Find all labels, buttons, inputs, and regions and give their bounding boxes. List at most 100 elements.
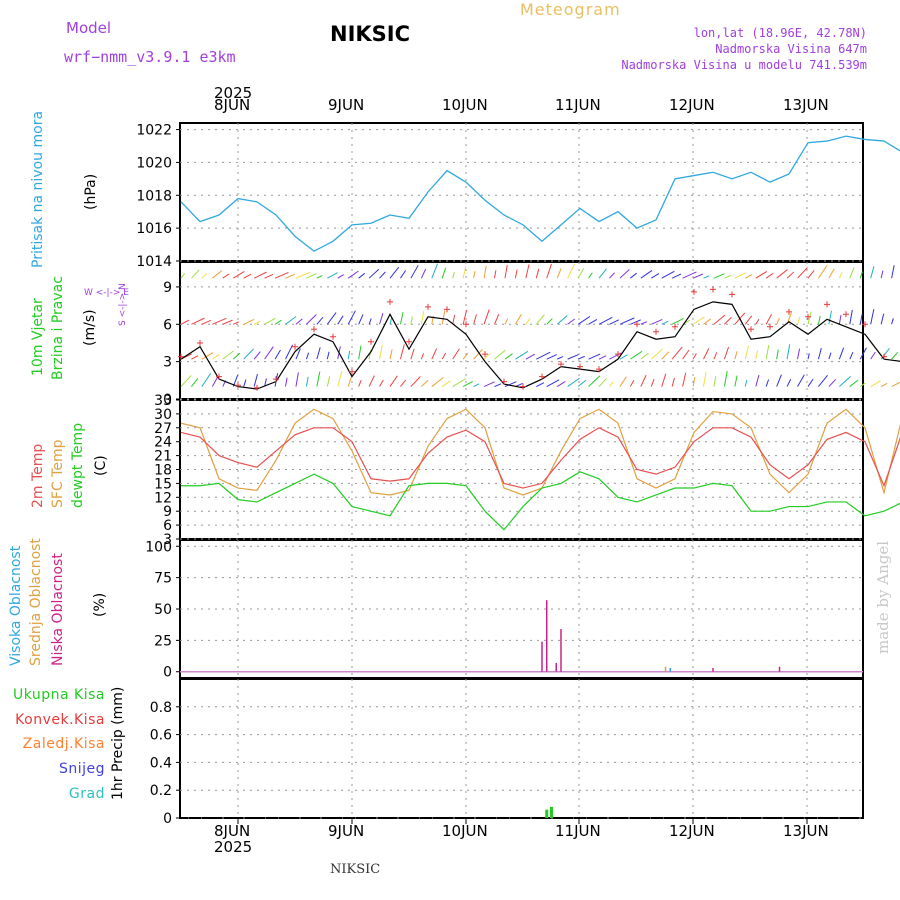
wind-barb bbox=[536, 382, 545, 387]
wind-barb bbox=[243, 273, 252, 279]
wind-barb bbox=[191, 269, 200, 279]
wind-barb bbox=[546, 354, 557, 360]
wind-barb bbox=[316, 371, 321, 387]
wind-barb bbox=[849, 267, 855, 279]
wind-barb bbox=[222, 350, 234, 360]
y-tick-label: 30 bbox=[154, 407, 172, 423]
wind-barb bbox=[651, 319, 663, 325]
wind-barb bbox=[441, 352, 447, 360]
wind-barb bbox=[797, 348, 801, 360]
wind-barb bbox=[745, 274, 753, 279]
watermark: made by Angel bbox=[874, 540, 892, 654]
wind-barb bbox=[410, 376, 421, 387]
wind-barb bbox=[838, 315, 842, 325]
wind-barb bbox=[515, 350, 529, 360]
wind-barb bbox=[243, 379, 247, 387]
wind-barb bbox=[588, 353, 601, 360]
gust-marker bbox=[482, 351, 488, 358]
gust-marker bbox=[824, 301, 830, 308]
legend-convective-rain: Konvek.Kisa bbox=[15, 712, 105, 728]
gust-marker bbox=[425, 303, 431, 310]
wind-barb bbox=[630, 350, 643, 360]
wind-barb bbox=[441, 380, 451, 387]
y-tick-label: 1018 bbox=[136, 188, 172, 204]
wind-barb bbox=[222, 319, 233, 325]
wind-barb bbox=[744, 315, 753, 325]
wind-barb bbox=[285, 344, 294, 360]
gust-marker bbox=[178, 353, 184, 360]
y-tick-label: 15 bbox=[154, 476, 172, 492]
wind-barb bbox=[494, 270, 497, 279]
wind-barb bbox=[598, 355, 607, 360]
day-label: 13JUN bbox=[783, 822, 829, 840]
wind-barb bbox=[630, 272, 638, 279]
wind-barb bbox=[671, 273, 682, 279]
gust-marker bbox=[862, 321, 868, 328]
wind-barb bbox=[368, 375, 375, 387]
wind-barb bbox=[191, 378, 199, 387]
t2m-line bbox=[180, 427, 900, 489]
day-label: 10JUN bbox=[442, 96, 488, 114]
wind-barb bbox=[212, 270, 223, 279]
wind-barb bbox=[253, 351, 261, 360]
wind-barb bbox=[379, 344, 383, 360]
wind-barb bbox=[723, 346, 730, 360]
wind-barb bbox=[786, 378, 792, 387]
wind-barb bbox=[880, 382, 888, 387]
y-tick-label: 1014 bbox=[136, 254, 172, 270]
wind-barb bbox=[630, 319, 641, 325]
y-tick-label: 100 bbox=[145, 539, 172, 555]
wind-barb bbox=[703, 371, 707, 387]
wind-barb bbox=[765, 379, 770, 387]
wind-barb bbox=[650, 348, 663, 360]
wind-barb bbox=[452, 378, 467, 387]
wind-barb bbox=[650, 273, 660, 279]
wind-barb bbox=[212, 354, 220, 360]
y-tick-label: 18 bbox=[154, 463, 172, 479]
wind-barb bbox=[326, 351, 330, 360]
y-tick-label: 33 bbox=[154, 393, 172, 409]
y-tick-label: 0.6 bbox=[150, 728, 172, 744]
wind-barb bbox=[807, 378, 814, 387]
wind-barb bbox=[755, 270, 768, 279]
wind-barb bbox=[849, 352, 854, 360]
y-tick-label: 3 bbox=[163, 532, 172, 548]
wind-barb bbox=[410, 316, 413, 325]
wind-barb bbox=[326, 376, 331, 387]
cloud-ylabel: (%) bbox=[92, 592, 108, 617]
wind-barb bbox=[807, 311, 812, 325]
gust-marker bbox=[235, 382, 241, 389]
gust-marker bbox=[881, 353, 887, 360]
wind-barb bbox=[327, 272, 338, 279]
sfc-temp-line bbox=[180, 408, 900, 496]
wind-barb bbox=[640, 352, 649, 360]
panel-frame-4 bbox=[179, 678, 864, 819]
wind-barb bbox=[525, 353, 536, 360]
wind-barb bbox=[744, 380, 748, 387]
wind-barb bbox=[828, 352, 832, 360]
dewpt-line bbox=[181, 471, 900, 531]
precip-bar bbox=[550, 806, 553, 818]
wind-barb bbox=[232, 271, 245, 279]
gust-marker bbox=[311, 326, 317, 333]
wind-barb bbox=[671, 318, 684, 325]
day-label: 12JUN bbox=[669, 96, 715, 114]
day-label: 8JUN bbox=[214, 822, 251, 840]
wind-barb bbox=[483, 265, 487, 279]
wind-barb bbox=[692, 316, 705, 325]
wind-barb bbox=[180, 319, 190, 325]
wind-barb bbox=[557, 356, 564, 360]
legend-snow: Snijeg bbox=[58, 761, 105, 777]
wind-barb bbox=[640, 270, 653, 279]
wind-barb bbox=[755, 350, 759, 360]
wind-barb bbox=[337, 274, 344, 279]
wind-barb bbox=[765, 344, 770, 360]
wind-barb bbox=[379, 313, 384, 325]
wind-barb bbox=[347, 310, 356, 325]
y-tick-label: 0.4 bbox=[150, 755, 172, 771]
wind-barb bbox=[755, 318, 760, 325]
y-tick-label: 27 bbox=[154, 421, 172, 437]
wind-barb bbox=[483, 309, 490, 325]
panel-frame-3 bbox=[179, 539, 864, 679]
wind-barb bbox=[180, 375, 192, 387]
